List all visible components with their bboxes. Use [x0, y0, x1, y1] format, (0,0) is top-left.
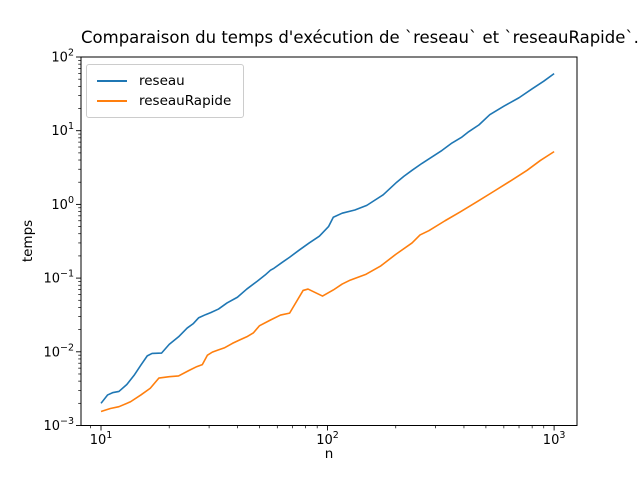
chart-title: Comparaison du temps d'exécution de `res…	[81, 28, 639, 47]
series-line-reseauRapide	[100, 150, 555, 413]
legend: reseau reseauRapide	[86, 64, 245, 118]
axes-frame	[80, 56, 578, 426]
legend-item-reseauRapide: reseauRapide	[97, 91, 231, 111]
legend-label-reseau: reseau	[139, 73, 185, 89]
y-tick-label: 100	[51, 195, 74, 213]
y-tick-label: 102	[51, 48, 74, 66]
x-axis-label: n	[324, 446, 334, 462]
reseauRapide-line-swatch	[97, 99, 127, 103]
legend-item-reseau: reseau	[97, 71, 231, 91]
y-tick-label: 10−2	[43, 342, 74, 360]
y-tick-label: 10−1	[43, 269, 74, 287]
y-axis-label: temps	[20, 219, 36, 263]
y-tick-label: 101	[51, 121, 74, 139]
reseau-line-swatch	[97, 79, 127, 83]
legend-label-reseauRapide: reseauRapide	[139, 93, 232, 109]
y-tick-label: 10−3	[43, 416, 74, 434]
series-line-reseau	[100, 72, 555, 404]
